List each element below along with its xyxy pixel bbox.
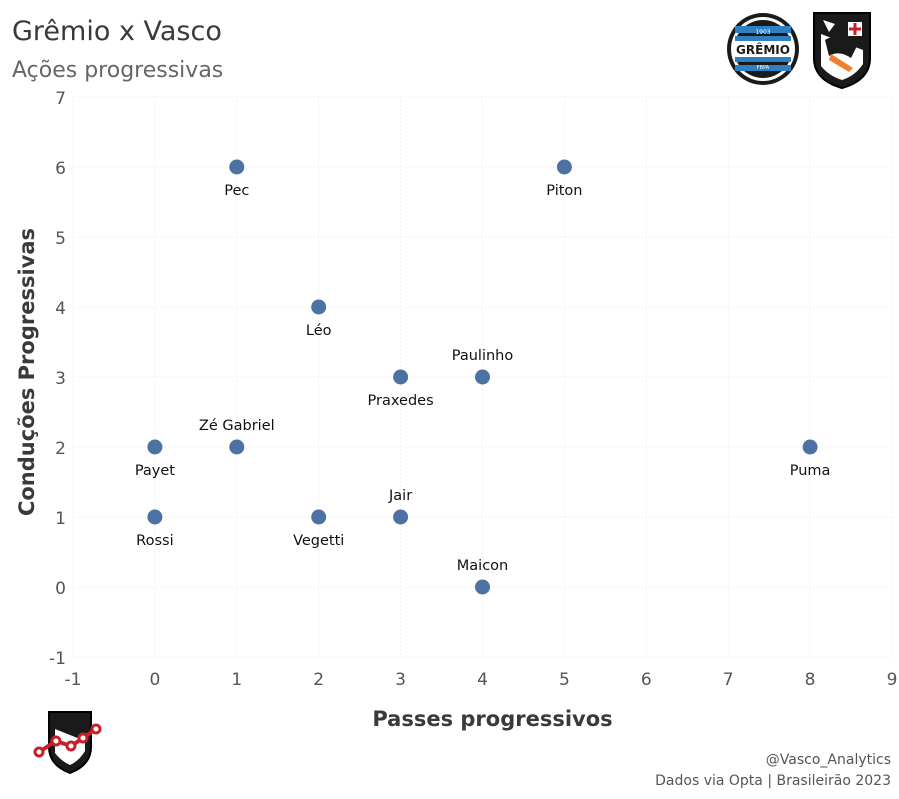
y-tick-label: 5	[55, 229, 66, 249]
data-point-label: Praxedes	[368, 393, 434, 409]
y-tick-label: 4	[55, 299, 66, 319]
data-point-label: Paulinho	[452, 348, 514, 364]
data-point	[475, 579, 490, 595]
data-point	[311, 509, 327, 525]
gremio-name-text: GRÊMIO	[736, 42, 790, 57]
chart-title: Grêmio x Vasco	[12, 16, 222, 47]
data-point-label: Pec	[224, 183, 249, 199]
data-point	[393, 509, 409, 525]
x-tick-label: 1	[231, 670, 242, 690]
x-tick-label: 0	[149, 670, 160, 690]
vasco-analytics-logo-icon	[33, 711, 102, 775]
x-tick-label: 3	[395, 670, 406, 690]
x-tick-label: 5	[559, 670, 570, 690]
data-point-label: Léo	[306, 323, 332, 339]
vasco-crest-icon	[813, 12, 871, 90]
data-point	[311, 299, 327, 315]
x-tick-label: 8	[805, 670, 816, 690]
data-point	[802, 439, 818, 455]
x-tick-label: 7	[723, 670, 734, 690]
data-point	[147, 509, 163, 525]
data-point-label: Piton	[546, 183, 582, 199]
y-tick-label: -1	[49, 649, 66, 669]
y-axis-title: Conduções Progressivas	[15, 228, 39, 516]
y-tick-label: 1	[55, 509, 66, 529]
data-point	[393, 369, 409, 385]
data-point-label: Zé Gabriel	[199, 418, 275, 434]
x-axis-title: Passes progressivos	[372, 707, 612, 731]
y-tick-label: 2	[55, 439, 66, 459]
data-point	[556, 159, 572, 175]
x-tick-label: 6	[641, 670, 652, 690]
y-tick-label: 0	[55, 579, 66, 599]
data-point	[229, 439, 245, 455]
gremio-crest-icon: 1903 GRÊMIO FBPA	[727, 13, 799, 85]
data-point	[229, 159, 245, 175]
data-point	[475, 369, 490, 385]
x-tick-label: -1	[65, 670, 82, 690]
data-point-label: Maicon	[457, 558, 508, 574]
x-tick-label: 4	[477, 670, 488, 690]
data-point-label: Jair	[388, 488, 412, 504]
data-point	[147, 439, 163, 455]
data-point-label: Puma	[790, 463, 831, 479]
gremio-year-text: 1903	[755, 29, 770, 36]
data-point-label: Payet	[135, 463, 175, 479]
chart-subtitle: Ações progressivas	[12, 58, 224, 83]
x-tick-label: 2	[313, 670, 324, 690]
footer-handle: @Vasco_Analytics	[765, 752, 891, 768]
x-tick-label: 9	[887, 670, 898, 690]
y-tick-label: 3	[55, 369, 66, 389]
gremio-abbr-text: FBPA	[757, 65, 770, 71]
y-tick-label: 6	[55, 159, 66, 179]
data-point-label: Vegetti	[293, 533, 344, 549]
footer-source: Dados via Opta | Brasileirão 2023	[655, 773, 891, 789]
data-point-label: Rossi	[136, 533, 173, 549]
y-tick-label: 7	[55, 89, 66, 109]
